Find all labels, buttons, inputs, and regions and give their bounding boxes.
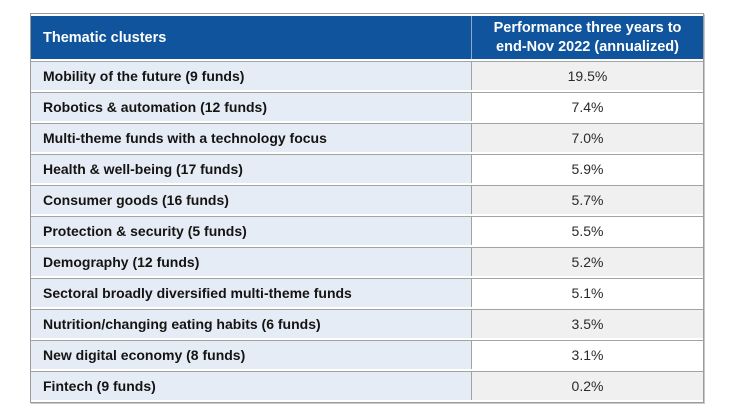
thematic-cluster-label: Multi-theme funds with a technology focu…: [31, 123, 472, 152]
thematic-cluster-label: Mobility of the future (9 funds): [31, 61, 472, 90]
thematic-cluster-label: Demography (12 funds): [31, 247, 472, 276]
column-header-performance: Performance three years to end-Nov 2022 …: [472, 16, 703, 59]
header-row: Thematic clusters Performance three year…: [31, 16, 703, 59]
table-body: Mobility of the future (9 funds) 19.5% Rob…: [31, 61, 703, 400]
performance-value: 5.9%: [472, 154, 703, 183]
table-row: Consumer goods (16 funds) 5.7%: [31, 185, 703, 214]
column-header-thematic-clusters: Thematic clusters: [31, 16, 472, 59]
performance-value: 5.1%: [472, 278, 703, 307]
thematic-cluster-label: Consumer goods (16 funds): [31, 185, 472, 214]
thematic-cluster-label: Health & well-being (17 funds): [31, 154, 472, 183]
table-row: New digital economy (8 funds) 3.1%: [31, 340, 703, 369]
thematic-cluster-label: Robotics & automation (12 funds): [31, 92, 472, 121]
table-row: Fintech (9 funds) 0.2%: [31, 371, 703, 400]
table-row: Mobility of the future (9 funds) 19.5%: [31, 61, 703, 90]
performance-value: 3.5%: [472, 309, 703, 338]
table-row: Nutrition/changing eating habits (6 fund…: [31, 309, 703, 338]
thematic-clusters-performance-table: Thematic clusters Performance three year…: [30, 13, 704, 403]
thematic-cluster-label: Fintech (9 funds): [31, 371, 472, 400]
thematic-cluster-label: Sectoral broadly diversified multi-theme…: [31, 278, 472, 307]
performance-value: 7.0%: [472, 123, 703, 152]
performance-value: 5.5%: [472, 216, 703, 245]
thematic-cluster-label: Protection & security (5 funds): [31, 216, 472, 245]
performance-value: 5.7%: [472, 185, 703, 214]
table-header: Thematic clusters Performance three year…: [31, 16, 703, 59]
performance-value: 19.5%: [472, 61, 703, 90]
table-row: Sectoral broadly diversified multi-theme…: [31, 278, 703, 307]
performance-value: 3.1%: [472, 340, 703, 369]
table-row: Robotics & automation (12 funds) 7.4%: [31, 92, 703, 121]
table-row: Health & well-being (17 funds) 5.9%: [31, 154, 703, 183]
table-row: Multi-theme funds with a technology focu…: [31, 123, 703, 152]
thematic-cluster-label: Nutrition/changing eating habits (6 fund…: [31, 309, 472, 338]
performance-value: 0.2%: [472, 371, 703, 400]
table-row: Demography (12 funds) 5.2%: [31, 247, 703, 276]
thematic-cluster-label: New digital economy (8 funds): [31, 340, 472, 369]
performance-value: 7.4%: [472, 92, 703, 121]
table-row: Protection & security (5 funds) 5.5%: [31, 216, 703, 245]
performance-value: 5.2%: [472, 247, 703, 276]
